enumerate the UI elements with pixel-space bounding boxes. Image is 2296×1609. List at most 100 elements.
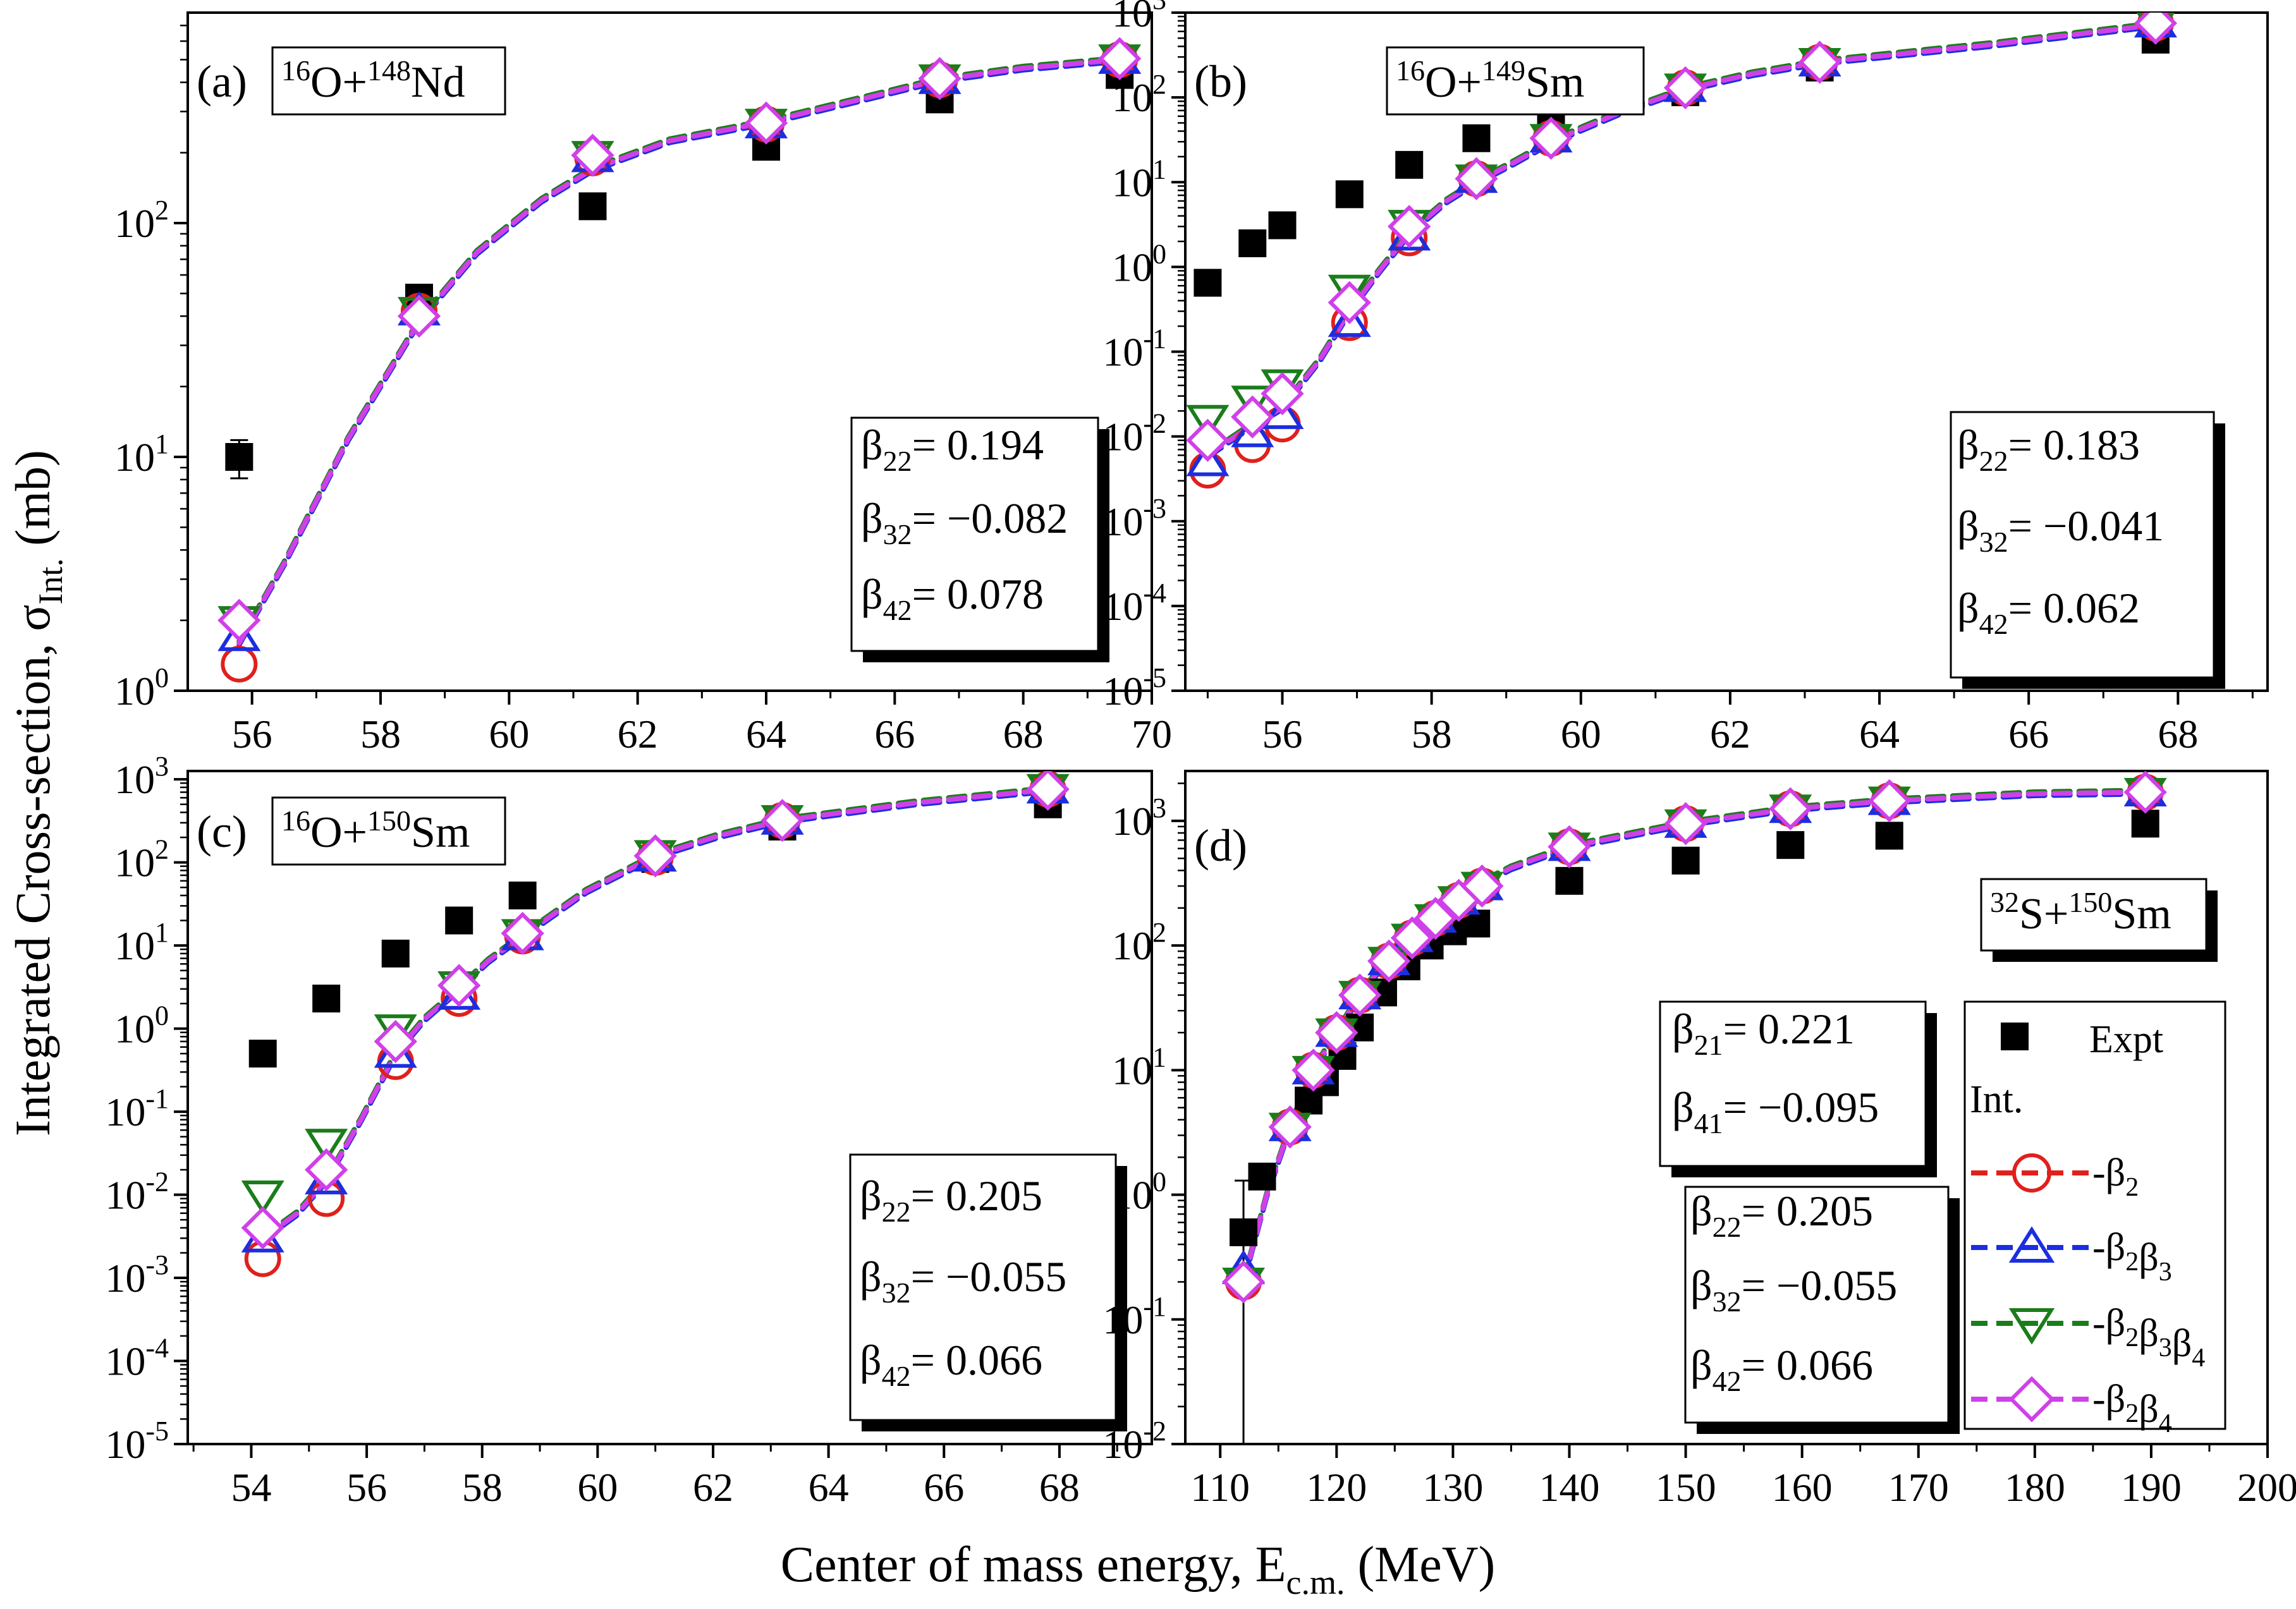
reaction-text: 16O+149Sm xyxy=(1396,54,1584,107)
panel-b: 56 58 60 62 64 66 6810-510-410-310-210-1100101… xyxy=(1102,0,2269,756)
legend-expt-marker xyxy=(2001,1023,2029,1050)
param-value: = 0.066 xyxy=(911,1336,1042,1384)
y-tick-base: 10 xyxy=(105,1339,145,1384)
y-tick-base: 10 xyxy=(1112,245,1152,289)
param-beta: β xyxy=(861,494,883,542)
param-beta: β xyxy=(860,1336,882,1384)
y-tick-label: 102 xyxy=(1112,69,1166,120)
legend-dash: - xyxy=(2092,1378,2106,1421)
y-tick-exponent: 0 xyxy=(1152,1167,1166,1198)
x-tick-label: 68 xyxy=(1003,712,1044,756)
param-beta: β xyxy=(860,1253,882,1301)
legend-beta: β xyxy=(2106,1378,2126,1421)
legend-marker-b2 xyxy=(2012,1153,2051,1193)
legend-sub: 3 xyxy=(2159,1258,2172,1287)
reaction-box xyxy=(271,796,506,866)
x-tick-label: 140 xyxy=(1539,1465,1599,1510)
y-tick-label: 101 xyxy=(1112,1041,1166,1093)
legend-beta: β xyxy=(2139,1388,2159,1431)
x-axis-title-unit: (MeV) xyxy=(1345,1537,1496,1593)
y-tick-base: 10 xyxy=(1102,1297,1143,1342)
y-tick-exponent: -3 xyxy=(145,1249,169,1280)
point-b2b3b4 xyxy=(305,1129,348,1163)
point-b2b4 xyxy=(760,799,804,842)
point-b2b4 xyxy=(1769,787,1812,830)
y-tick-base: 10 xyxy=(1112,923,1152,968)
param-value: = 0.062 xyxy=(2008,584,2140,632)
x-tick-label: 60 xyxy=(1561,712,1601,756)
x-axis-title-main: Center of mass energy, E xyxy=(781,1537,1286,1593)
param-beta: β xyxy=(1957,584,1979,632)
x-tick-label: 66 xyxy=(874,712,915,756)
x-tick-label: 58 xyxy=(462,1465,503,1510)
param-a-beta: β xyxy=(1672,1083,1694,1131)
point-b2b4 xyxy=(1292,1048,1335,1092)
reaction-text: 32S+150Sm xyxy=(1990,886,2171,938)
panel-a-label: (a) xyxy=(197,56,247,107)
param-line: β22= 0.205 xyxy=(860,1172,1042,1228)
param-beta: β xyxy=(861,570,883,618)
expt-point xyxy=(1230,1218,1258,1246)
legend-expt-label: Expt xyxy=(2089,1018,2163,1061)
param-a-beta: β xyxy=(1672,1005,1694,1053)
point-b2b4 xyxy=(633,834,677,878)
y-axis-title-main: Integrated Cross-section, σ xyxy=(5,605,60,1136)
y-tick-label: 103 xyxy=(114,751,169,802)
y-tick-exponent: 1 xyxy=(155,428,169,459)
expt-point xyxy=(225,443,253,471)
y-tick-exponent: -2 xyxy=(1143,1416,1166,1447)
point-b2b3 xyxy=(1261,394,1304,429)
legend-marker-b2b4 xyxy=(2008,1376,2055,1423)
param-value: = 0.066 xyxy=(1742,1341,1873,1389)
legend-label-b2: -β2 xyxy=(2092,1151,2139,1202)
target-mass: 150 xyxy=(367,804,411,837)
y-tick-exponent: -3 xyxy=(1143,493,1166,524)
param-sub: 42 xyxy=(882,1360,911,1392)
param-sub: 42 xyxy=(1713,1365,1742,1397)
x-tick-label: 110 xyxy=(1190,1465,1250,1510)
legend-marker-b2b3b4 xyxy=(2008,1308,2055,1345)
y-tick-exponent: -4 xyxy=(1143,578,1166,609)
param-sub: 22 xyxy=(882,1196,911,1228)
x-tick-label: 64 xyxy=(746,712,786,756)
param-beta: β xyxy=(1690,1341,1713,1389)
x-tick-label: 56 xyxy=(346,1465,387,1510)
x-tick-label: 62 xyxy=(1710,712,1750,756)
point-b2b4 xyxy=(305,1148,348,1192)
legend-sub: 3 xyxy=(2159,1333,2172,1363)
point-b2b4 xyxy=(1261,372,1304,416)
point-b2b4 xyxy=(1867,779,1911,823)
expt-point xyxy=(1875,822,1903,850)
panel-d-frame xyxy=(1184,770,2269,1445)
param-box xyxy=(1684,1186,1950,1424)
point-b2b4 xyxy=(1367,939,1411,983)
reaction-box xyxy=(1980,878,2207,952)
x-tick-label: 56 xyxy=(232,712,272,756)
point-b2b4 xyxy=(437,964,481,1007)
point-b2b3 xyxy=(217,617,261,652)
param-line: β22= 0.183 xyxy=(1957,421,2140,477)
param-box-a xyxy=(1659,1000,1927,1167)
y-tick-label: 10-3 xyxy=(1102,493,1166,544)
param-value: = 0.194 xyxy=(912,421,1044,469)
param-value: = 0.183 xyxy=(2008,421,2140,469)
panel-a-plot-area xyxy=(217,37,1142,683)
point-b2b4 xyxy=(1388,205,1431,248)
panel-c-label: (c) xyxy=(197,806,247,857)
point-b2b4 xyxy=(397,294,441,338)
projectile: O+ xyxy=(1425,58,1482,107)
param-line: β42= 0.078 xyxy=(861,570,1044,626)
y-tick-exponent: -2 xyxy=(1143,408,1166,439)
x-tick-label: 170 xyxy=(1888,1465,1949,1510)
point-b2b4 xyxy=(1455,157,1498,200)
y-tick-exponent: -1 xyxy=(1143,1291,1166,1322)
x-axis-title-sub: c.m. xyxy=(1286,1563,1345,1601)
x-tick-label: 66 xyxy=(924,1465,964,1510)
x-tick-label: 58 xyxy=(1412,712,1452,756)
y-tick-base: 10 xyxy=(1112,75,1152,120)
y-tick-label: 100 xyxy=(114,1000,169,1052)
y-tick-label: 100 xyxy=(114,662,169,713)
y-tick-label: 10-5 xyxy=(105,1416,169,1467)
y-tick-base: 10 xyxy=(114,435,155,480)
